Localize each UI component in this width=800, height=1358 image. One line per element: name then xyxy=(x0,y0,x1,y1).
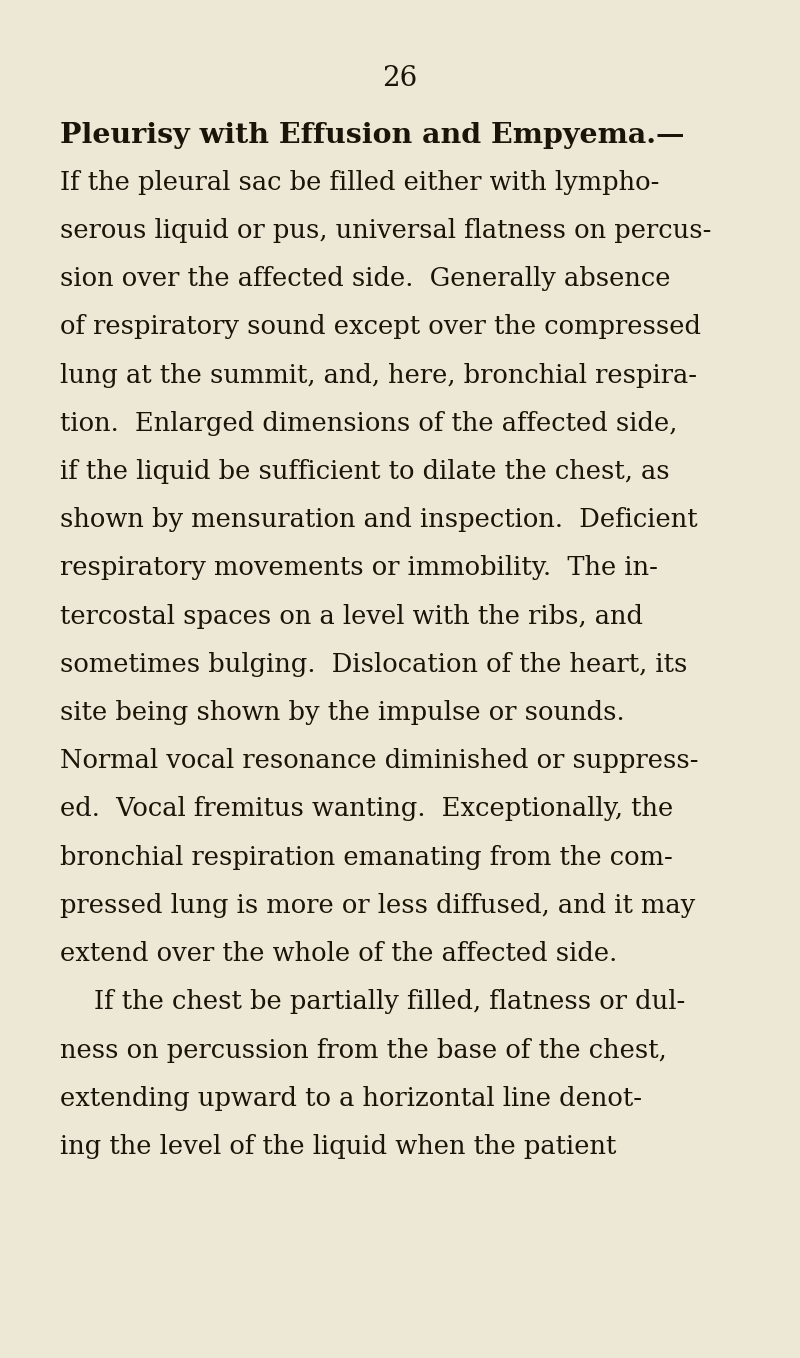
Text: 26: 26 xyxy=(382,65,418,92)
Text: sometimes bulging.  Dislocation of the heart, its: sometimes bulging. Dislocation of the he… xyxy=(60,652,687,676)
Text: if the liquid be sufficient to dilate the chest, as: if the liquid be sufficient to dilate th… xyxy=(60,459,670,483)
Text: ness on percussion from the base of the chest,: ness on percussion from the base of the … xyxy=(60,1038,666,1062)
Text: Pleurisy with Effusion and Empyema.—: Pleurisy with Effusion and Empyema.— xyxy=(60,122,685,149)
Text: pressed lung is more or less diffused, and it may: pressed lung is more or less diffused, a… xyxy=(60,894,695,918)
Text: Normal vocal resonance diminished or suppress-: Normal vocal resonance diminished or sup… xyxy=(60,748,698,773)
Text: extending upward to a horizontal line denot-: extending upward to a horizontal line de… xyxy=(60,1086,642,1111)
Text: lung at the summit, and, here, bronchial respira-: lung at the summit, and, here, bronchial… xyxy=(60,363,697,387)
Text: tercostal spaces on a level with the ribs, and: tercostal spaces on a level with the rib… xyxy=(60,603,643,629)
Text: site being shown by the impulse or sounds.: site being shown by the impulse or sound… xyxy=(60,701,625,725)
Text: ed.  Vocal fremitus wanting.  Exceptionally, the: ed. Vocal fremitus wanting. Exceptionall… xyxy=(60,796,674,822)
Text: respiratory movements or immobility.  The in-: respiratory movements or immobility. The… xyxy=(60,555,658,580)
Text: shown by mensuration and inspection.  Deficient: shown by mensuration and inspection. Def… xyxy=(60,507,698,532)
Text: serous liquid or pus, universal flatness on percus-: serous liquid or pus, universal flatness… xyxy=(60,219,711,243)
Text: If the chest be partially filled, flatness or dul-: If the chest be partially filled, flatne… xyxy=(94,989,685,1014)
Text: If the pleural sac be filled either with lympho-: If the pleural sac be filled either with… xyxy=(60,170,659,194)
Text: extend over the whole of the affected side.: extend over the whole of the affected si… xyxy=(60,941,618,966)
Text: sion over the affected side.  Generally absence: sion over the affected side. Generally a… xyxy=(60,266,670,291)
Text: of respiratory sound except over the compressed: of respiratory sound except over the com… xyxy=(60,314,701,340)
Text: ing the level of the liquid when the patient: ing the level of the liquid when the pat… xyxy=(60,1134,616,1158)
Text: tion.  Enlarged dimensions of the affected side,: tion. Enlarged dimensions of the affecte… xyxy=(60,410,678,436)
Text: bronchial respiration emanating from the com-: bronchial respiration emanating from the… xyxy=(60,845,673,869)
